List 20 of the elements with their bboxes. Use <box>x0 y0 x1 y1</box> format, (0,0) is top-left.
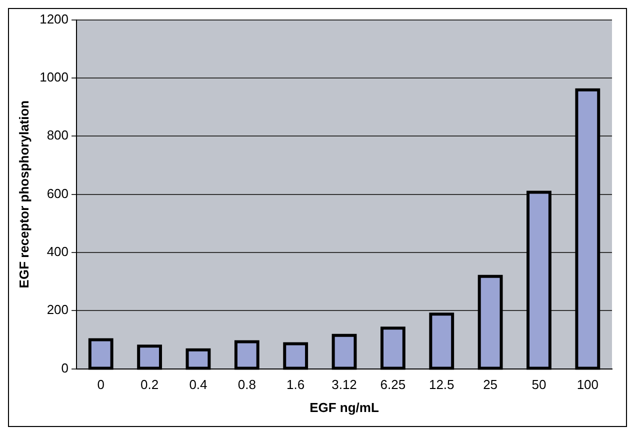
x-axis-title: EGF ng/mL <box>310 400 379 415</box>
x-tick-label: 12.5 <box>428 377 454 392</box>
y-axis-title: EGF receptor phosphorylation <box>16 100 32 288</box>
x-tick-label: 1.6 <box>286 377 305 392</box>
x-tick-label: 6.25 <box>380 377 406 392</box>
x-tick-label: 0.8 <box>238 377 256 392</box>
x-tick-label: 50 <box>532 377 546 392</box>
x-tick-label: 0.2 <box>140 377 159 392</box>
y-tick-label: 1200 <box>40 11 69 26</box>
x-tick-label: 3.12 <box>332 377 357 392</box>
y-tick-label: 1000 <box>40 70 69 85</box>
y-tick-label: 0 <box>61 360 69 376</box>
y-tick-label: 800 <box>46 128 69 143</box>
x-tick-label: 0 <box>97 377 104 392</box>
y-tick-label: 200 <box>46 302 69 318</box>
x-tick-label: 25 <box>483 377 498 392</box>
y-tick-label: 600 <box>46 186 69 201</box>
y-tick-label: 400 <box>46 244 69 260</box>
x-tick-label: 100 <box>576 377 599 392</box>
x-tick-label: 0.4 <box>189 377 208 392</box>
